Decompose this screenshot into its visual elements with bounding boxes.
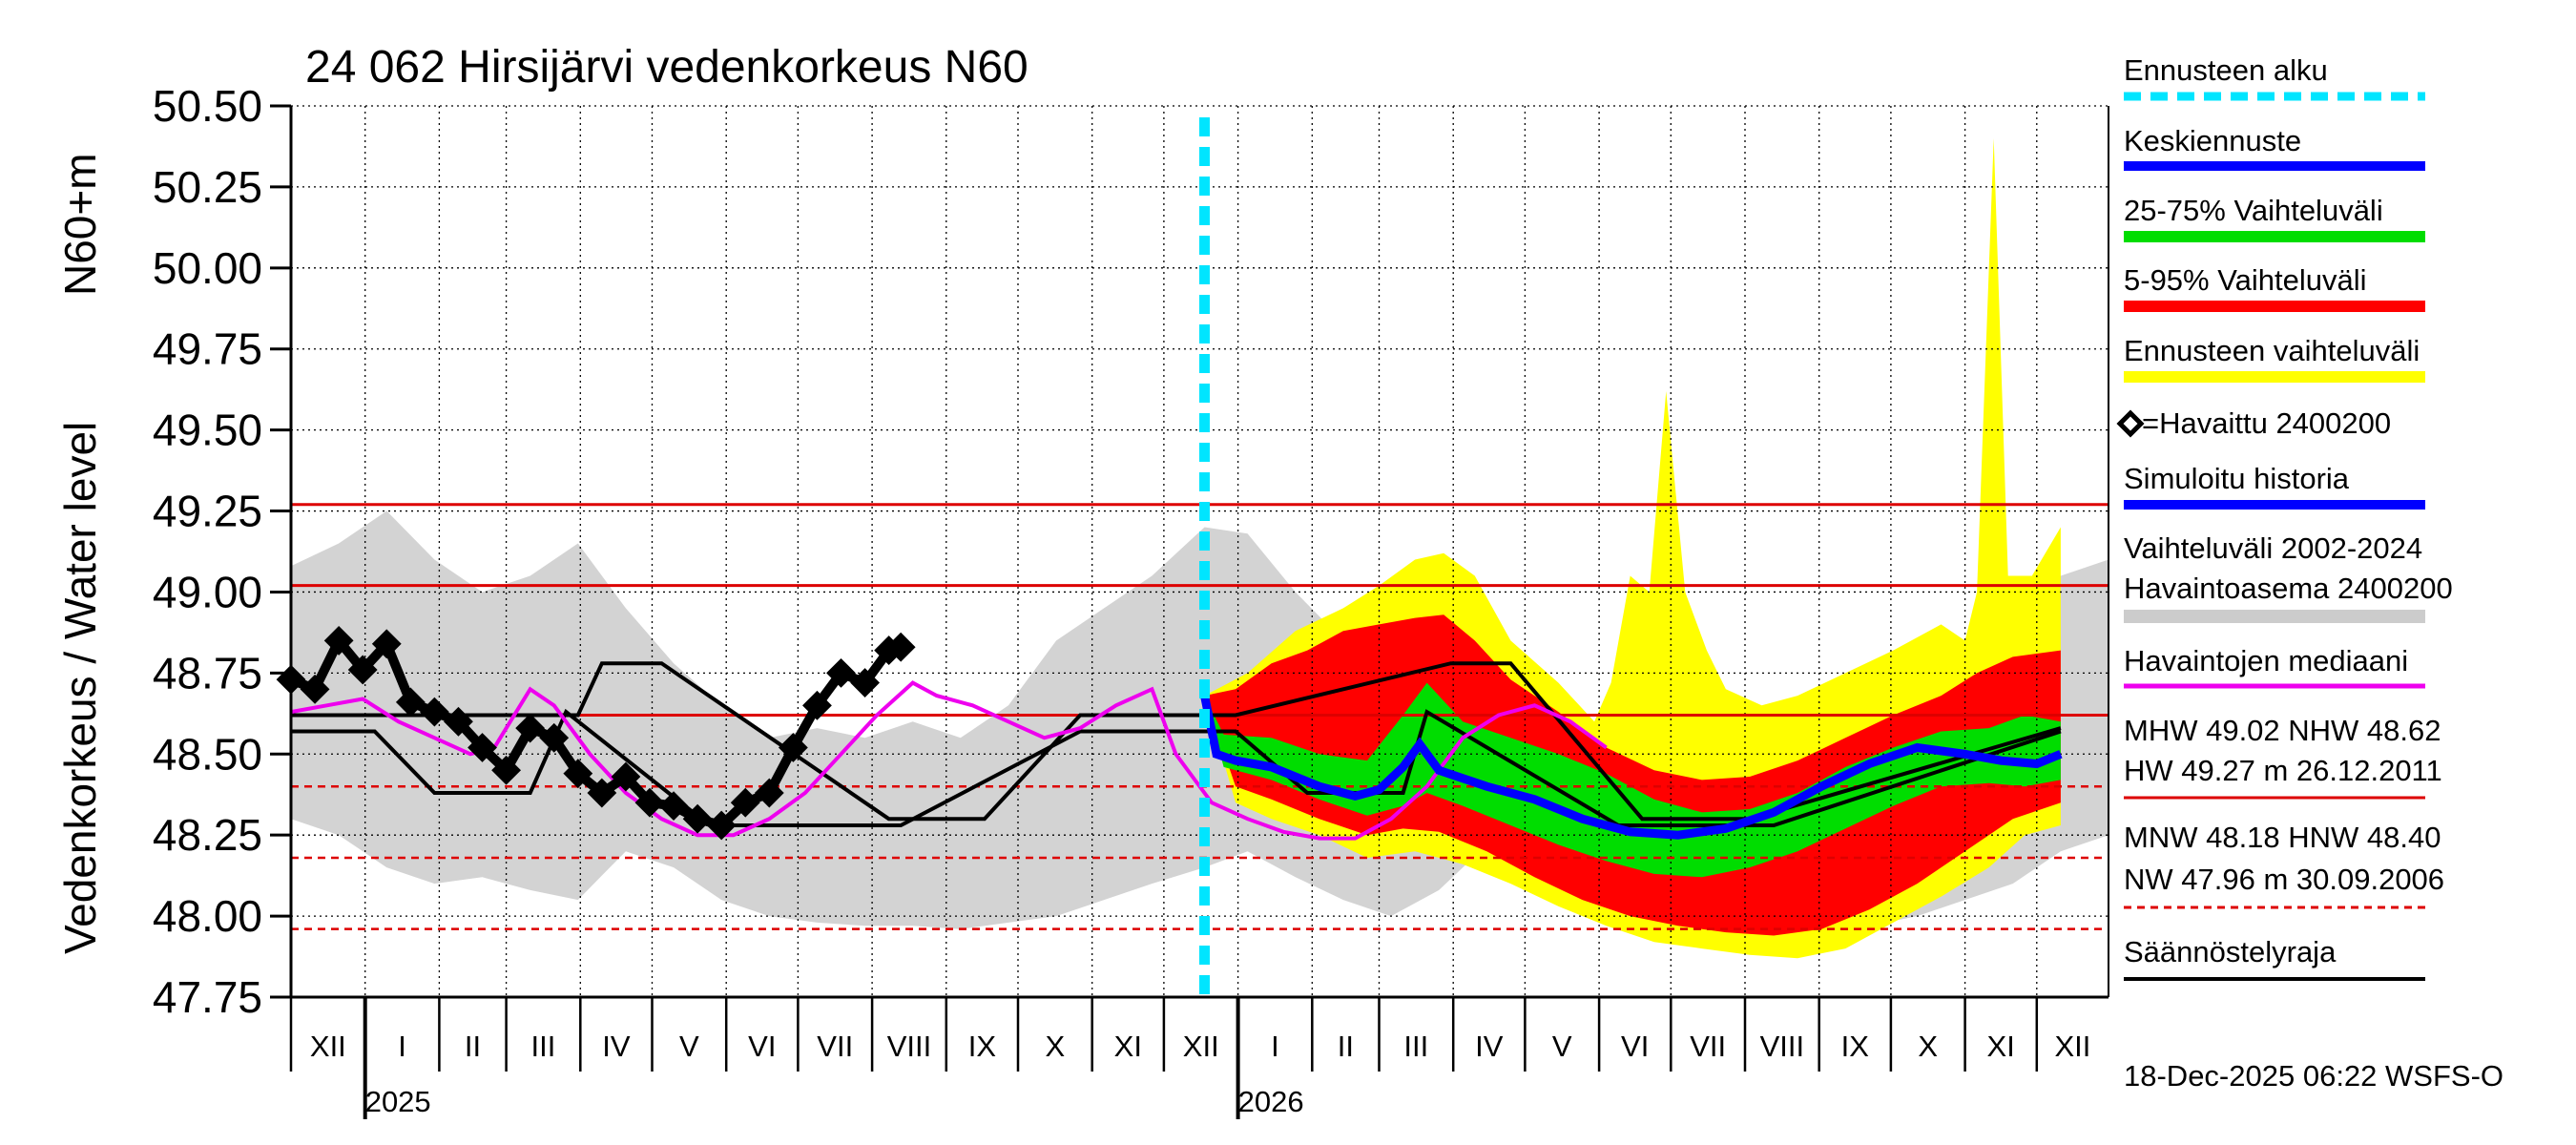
month-label: II (465, 1030, 481, 1063)
observed-point (730, 787, 760, 818)
observed-point (444, 706, 473, 737)
observed-point (467, 733, 497, 762)
legend-observed-label: =Havaittu 2400200 (2142, 406, 2391, 440)
observed-point (802, 690, 832, 720)
observed-point (347, 655, 378, 685)
regulation-lower-line (291, 708, 1205, 827)
y-tick-label: 50.50 (153, 81, 262, 131)
observed-point (826, 657, 856, 688)
month-label: XI (1114, 1030, 1142, 1063)
observed-point (850, 668, 880, 697)
year-label: 2025 (365, 1085, 431, 1118)
legend-observed-marker (2116, 409, 2145, 438)
chart-title: 24 062 Hirsijärvi vedenkorkeus N60 (305, 42, 1028, 93)
legend-median-label: Havaintojen mediaani (2124, 644, 2408, 677)
observed-point (515, 713, 546, 743)
y-tick-label: 48.75 (153, 648, 262, 697)
month-label: VI (1621, 1030, 1649, 1063)
month-label: III (531, 1030, 556, 1063)
observed-point (419, 697, 449, 727)
month-label: X (1918, 1030, 1938, 1063)
y-tick-label: 47.75 (153, 972, 262, 1022)
stats-line2: HW 49.27 m 26.12.2011 (2124, 754, 2442, 787)
month-label: II (1338, 1030, 1354, 1063)
month-label: VI (748, 1030, 776, 1063)
month-label: IV (1475, 1030, 1504, 1063)
month-label: VII (1690, 1030, 1726, 1063)
month-label: I (398, 1030, 406, 1063)
legend-ens-label: Ennusteen vaihteluväli (2124, 334, 2420, 367)
month-label: VIII (887, 1030, 932, 1063)
series-lines-layer (276, 117, 2063, 1002)
observed-point (539, 722, 570, 753)
y-axis-label: Vedenkorkeus / Water level (55, 422, 105, 954)
month-label: IX (1841, 1030, 1870, 1063)
y-axis-unit: N60+m (55, 153, 105, 296)
stats-line4: NW 47.96 m 30.09.2006 (2124, 863, 2444, 896)
month-label: V (1552, 1030, 1572, 1063)
legend-p25-75-label: 25-75% Vaihteluväli (2124, 194, 2383, 227)
month-label: V (679, 1030, 699, 1063)
stats-line3: MNW 48.18 HNW 48.40 (2124, 821, 2441, 854)
observed-point (563, 759, 593, 789)
y-tick-label: 48.50 (153, 729, 262, 779)
month-label: III (1403, 1030, 1428, 1063)
observed-point (371, 629, 402, 659)
legend-mean-label: Keskiennuste (2124, 124, 2301, 157)
month-label: XII (1183, 1030, 1219, 1063)
forecast-25-75-band (1204, 682, 2061, 878)
month-label: IX (968, 1030, 997, 1063)
stats-line1: MHW 49.02 NHW 48.62 (2124, 714, 2441, 747)
median-line (290, 680, 1608, 841)
y-tick-label: 48.25 (153, 810, 262, 860)
legend-regulation-label: Säännöstelyraja (2124, 935, 2337, 968)
y-tick-label: 49.75 (153, 324, 262, 374)
legend-p5-95-label: 5-95% Vaihteluväli (2124, 263, 2366, 297)
year-label: 2026 (1238, 1085, 1304, 1118)
observed-point (778, 733, 808, 762)
legend-range-label: Vaihteluväli 2002-2024 (2124, 531, 2422, 565)
month-label: VII (817, 1030, 853, 1063)
observed-point (323, 625, 354, 656)
y-tick-label: 48.00 (153, 891, 262, 941)
legend-sim-label: Simuloitu historia (2124, 462, 2350, 495)
observed-point (611, 761, 641, 792)
legend-range-label2: Havaintoasema 2400200 (2124, 572, 2453, 605)
month-label: I (1271, 1030, 1279, 1063)
observed-point (587, 778, 617, 808)
month-label: XII (2054, 1030, 2090, 1063)
y-tick-label: 49.50 (153, 406, 262, 455)
observed-point (658, 791, 689, 822)
footer-timestamp: 18-Dec-2025 06:22 WSFS-O (2124, 1059, 2503, 1093)
observed-point (885, 632, 916, 662)
observed-point (682, 803, 713, 834)
axes-layer: 50.50 50.25 50.00 49.75 49.50 49.25 49.00 48.75… (153, 81, 2109, 1119)
month-label: XII (310, 1030, 346, 1063)
observed-point (300, 674, 330, 704)
y-tick-label: 50.00 (153, 243, 262, 293)
y-tick-label: 50.25 (153, 162, 262, 212)
observed-point (706, 810, 737, 841)
observed-point (491, 755, 522, 785)
month-label: XI (1987, 1030, 2015, 1063)
month-label: X (1046, 1030, 1066, 1063)
forecast-mean-line (1200, 695, 2063, 840)
observed-point (395, 687, 426, 718)
observed-point (754, 778, 784, 808)
month-label: IV (602, 1030, 631, 1063)
legend: Ennusteen alku Keskiennuste 25-75% Vaiht… (2116, 53, 2453, 981)
y-tick-label: 49.00 (153, 567, 262, 616)
month-label: VIII (1760, 1030, 1805, 1063)
y-tick-label: 49.25 (153, 487, 262, 536)
legend-forecast-start-label: Ennusteen alku (2124, 53, 2328, 87)
